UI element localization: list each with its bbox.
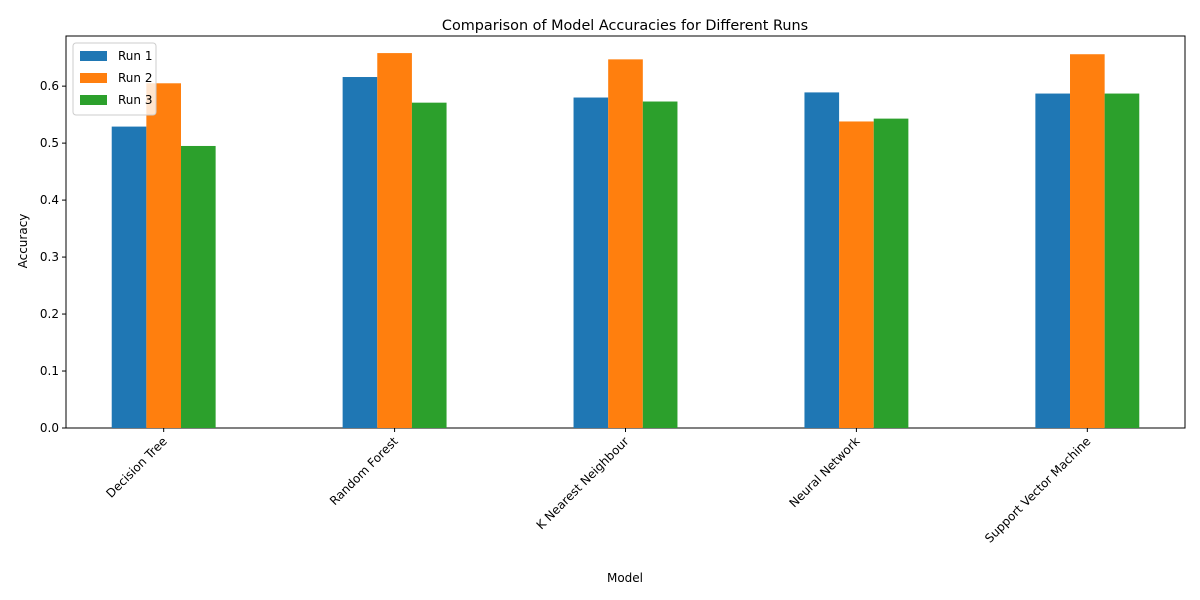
legend-swatch	[80, 51, 107, 61]
y-tick-label: 0.5	[40, 136, 59, 150]
bar-run-1-k-nearest-neighbour	[573, 97, 609, 428]
chart-title: Comparison of Model Accuracies for Diffe…	[442, 18, 808, 34]
bar-run-3-neural-network	[873, 118, 909, 429]
y-tick-label: 0.1	[40, 364, 59, 378]
bar-run-1-random-forest	[342, 77, 378, 429]
x-axis-label: Model	[607, 571, 643, 585]
bar-run-3-random-forest	[411, 102, 447, 428]
bar-run-3-support-vector-machine	[1104, 93, 1140, 429]
legend-label: Run 1	[118, 49, 152, 63]
legend-swatch	[80, 95, 107, 105]
bar-run-3-decision-tree	[180, 145, 216, 428]
bars	[111, 53, 1140, 429]
x-tick-label: Neural Network	[787, 434, 863, 510]
y-tick-label: 0.2	[40, 307, 59, 321]
x-tick-label: Support Vector Machine	[982, 434, 1093, 545]
y-tick-label: 0.6	[40, 79, 59, 93]
y-tick-label: 0.3	[40, 250, 59, 264]
bar-run-3-k-nearest-neighbour	[642, 101, 678, 429]
bar-run-2-k-nearest-neighbour	[608, 59, 643, 429]
legend-label: Run 3	[118, 93, 152, 107]
bar-run-2-decision-tree	[146, 83, 181, 428]
legend: Run 1 Run 2 Run 3	[72, 42, 157, 116]
bar-run-1-support-vector-machine	[1035, 93, 1071, 429]
bar-run-2-support-vector-machine	[1070, 54, 1105, 428]
y-axis: 0.0 0.1 0.2 0.3 0.4 0.5 0.6	[40, 79, 66, 435]
y-axis-label: Accuracy	[16, 214, 30, 269]
bar-run-1-decision-tree	[111, 126, 147, 428]
legend-label: Run 2	[118, 71, 152, 85]
x-tick-label: K Nearest Neighbour	[534, 434, 632, 532]
bar-run-2-neural-network	[839, 121, 874, 428]
x-axis: Decision Tree Random Forest K Nearest Neig…	[103, 428, 1093, 546]
bar-run-1-neural-network	[804, 92, 840, 428]
y-tick-label: 0.4	[40, 193, 59, 207]
legend-swatch	[80, 73, 107, 83]
x-tick-label: Decision Tree	[103, 434, 169, 500]
bar-run-2-random-forest	[377, 53, 412, 429]
y-tick-label: 0.0	[40, 421, 59, 435]
x-tick-label: Random Forest	[327, 434, 401, 508]
